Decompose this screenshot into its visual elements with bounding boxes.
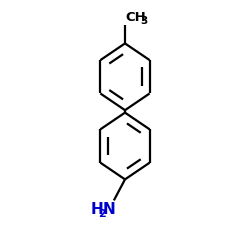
Text: N: N (103, 202, 116, 216)
Text: CH: CH (125, 11, 146, 24)
Text: 3: 3 (140, 16, 147, 26)
Text: H: H (90, 202, 103, 216)
Text: 2: 2 (98, 208, 106, 218)
